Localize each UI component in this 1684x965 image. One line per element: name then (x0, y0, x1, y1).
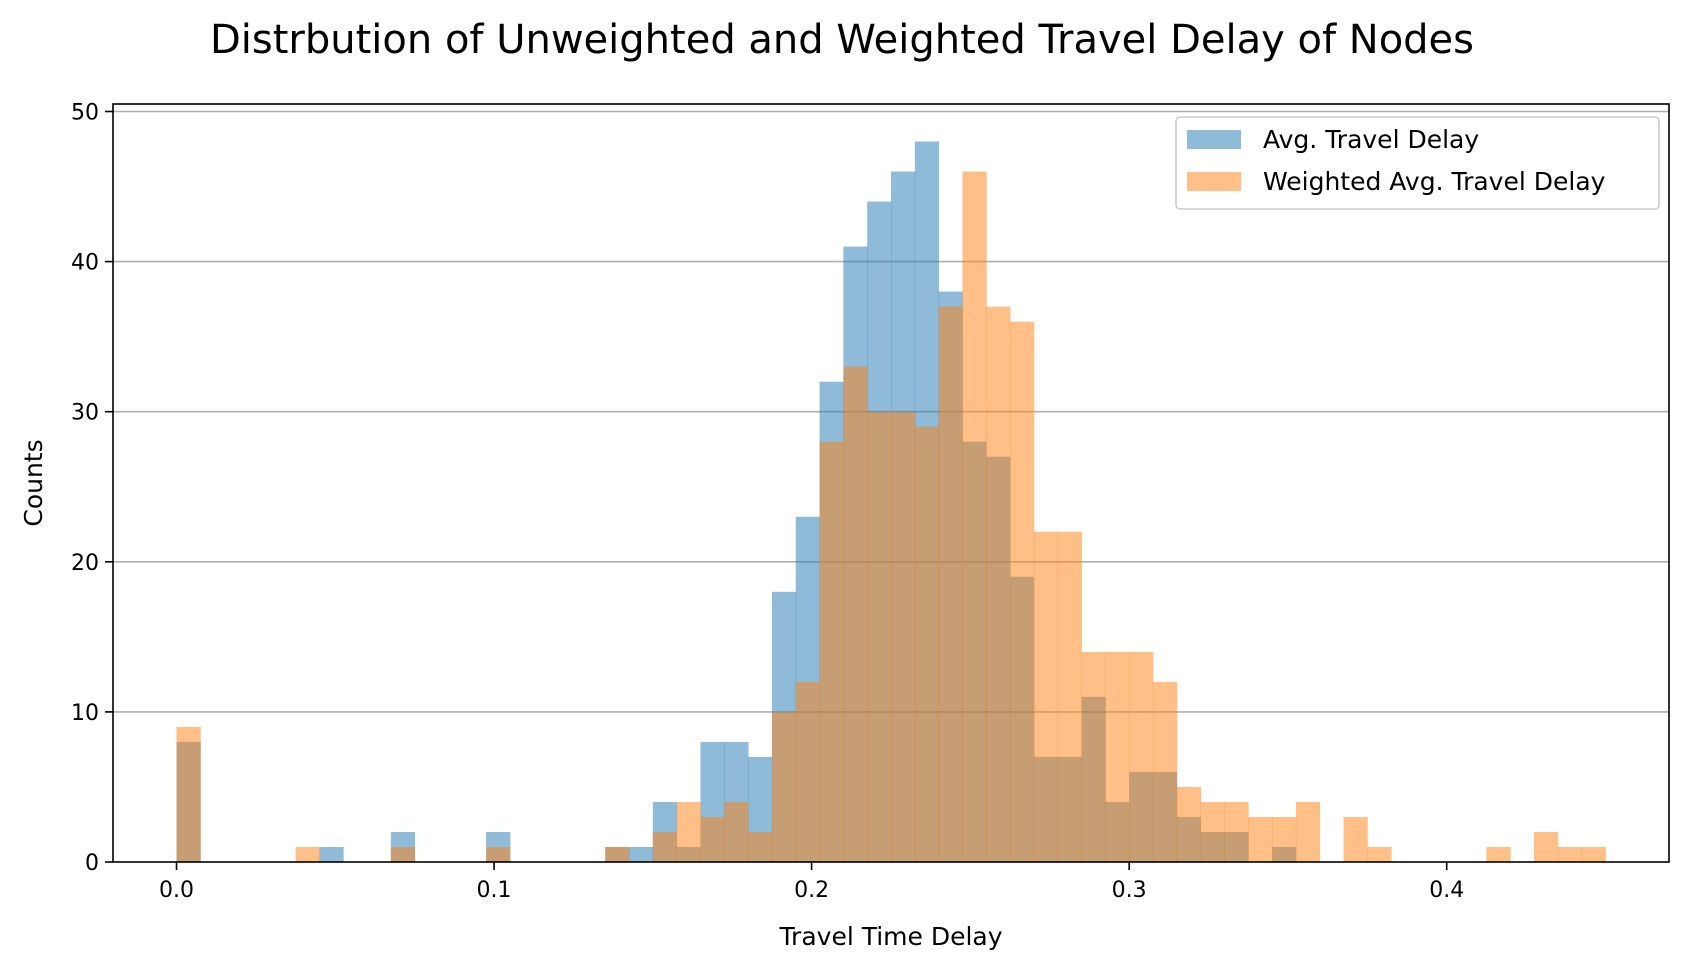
y-axis-ticks: 0 10 20 30 40 50 (71, 101, 113, 876)
histogram-bar (1343, 816, 1368, 862)
histogram-bar (1486, 846, 1511, 862)
histogram-bar (390, 846, 416, 862)
x-axis-ticks: 0.0 0.1 0.2 0.3 0.4 (159, 862, 1464, 903)
y-tick-label: 50 (71, 101, 99, 126)
legend-swatch (1187, 172, 1241, 191)
histogram-bar (748, 831, 773, 862)
histogram-bar (319, 846, 344, 862)
histogram-bar (1224, 801, 1249, 862)
chart-title: Distrbution of Unweighted and Weighted T… (210, 17, 1474, 63)
series-2-bars (176, 171, 1606, 862)
histogram-bar (295, 846, 320, 862)
histogram-bar (1534, 831, 1559, 862)
y-tick-label: 10 (71, 701, 99, 726)
histogram-bar (1367, 846, 1392, 862)
y-tick-label: 30 (71, 401, 99, 426)
histogram-bar (1057, 531, 1082, 862)
histogram-bar (1152, 681, 1178, 862)
histogram-bar (1033, 531, 1059, 862)
histogram-bar (486, 846, 511, 862)
histogram-bar (1010, 321, 1035, 862)
histogram-bar (795, 681, 820, 862)
legend-box (1175, 116, 1660, 210)
histogram-bar (962, 171, 987, 862)
histogram-bar (843, 366, 868, 862)
histogram-bar (629, 846, 654, 862)
legend: Avg. Travel Delay Weighted Avg. Travel De… (1175, 116, 1660, 210)
histogram-bar (1557, 846, 1583, 862)
histogram-bar (1248, 816, 1273, 862)
x-tick-label: 0.0 (159, 878, 194, 903)
histogram-bar (676, 801, 701, 862)
histogram-bar (1176, 786, 1202, 862)
x-tick-label: 0.3 (1112, 878, 1147, 903)
histogram-bar (1295, 801, 1321, 862)
histogram-bar (652, 831, 678, 862)
histogram-bar (700, 816, 725, 862)
y-tick-label: 40 (71, 251, 99, 276)
histogram-bar (891, 411, 916, 862)
x-tick-label: 0.1 (477, 878, 512, 903)
histogram-bar (1581, 846, 1606, 862)
x-tick-label: 0.4 (1429, 878, 1464, 903)
y-tick-label: 0 (85, 851, 99, 876)
y-tick-label: 20 (71, 551, 99, 576)
x-tick-label: 0.2 (794, 878, 829, 903)
histogram-bar (724, 801, 749, 862)
legend-label: Weighted Avg. Travel Delay (1263, 167, 1606, 196)
histogram-bar (1129, 651, 1154, 862)
histogram-bar (1105, 651, 1130, 862)
histogram-bar (867, 411, 892, 862)
histogram-bars (176, 141, 1606, 863)
y-axis-label: Counts (19, 439, 48, 526)
histogram-bar (938, 306, 963, 862)
histogram-bar (819, 441, 844, 862)
histogram-bar (1200, 801, 1225, 862)
histogram-bar (1081, 651, 1106, 862)
legend-label: Avg. Travel Delay (1263, 125, 1479, 154)
histogram-bar (914, 426, 940, 862)
histogram-bar (605, 846, 630, 862)
x-axis-label: Travel Time Delay (778, 922, 1002, 951)
histogram-bar (176, 726, 201, 862)
histogram-bar (771, 711, 797, 862)
plot-frame (112, 103, 1670, 863)
legend-swatch (1187, 130, 1241, 149)
histogram-bar (986, 306, 1011, 862)
histogram-bar (1272, 816, 1297, 862)
